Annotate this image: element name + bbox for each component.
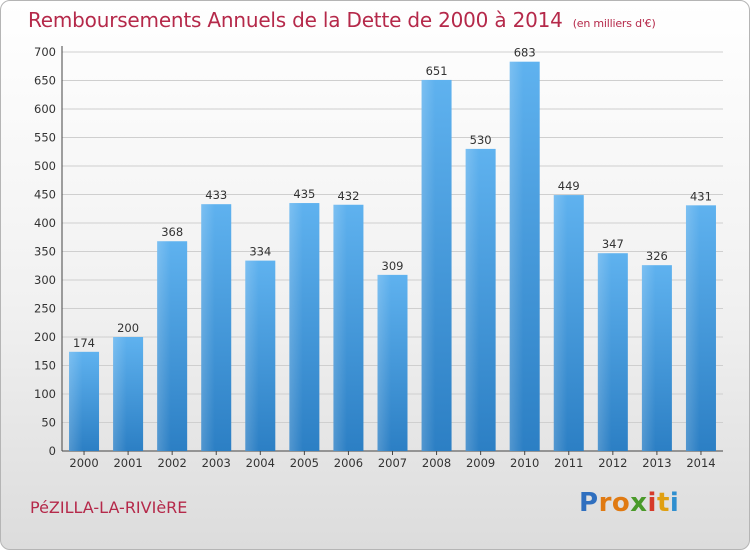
value-label: 651 [426, 64, 448, 78]
y-tick-label: 0 [49, 444, 56, 458]
bar-highlight [245, 260, 259, 451]
y-tick-label: 200 [34, 330, 56, 344]
logo-letter: i [669, 488, 680, 518]
x-tick-label: 2004 [246, 456, 275, 470]
x-tick-label: 2003 [202, 456, 231, 470]
y-tick-label: 100 [34, 387, 56, 401]
value-label: 431 [690, 189, 712, 203]
y-tick-label: 50 [41, 416, 56, 430]
bar-highlight [333, 204, 347, 451]
logo-letter: o [611, 488, 631, 518]
logo-letter: x [630, 488, 648, 518]
value-label: 368 [161, 225, 183, 239]
value-label: 200 [117, 321, 139, 335]
bar-highlight [421, 79, 436, 452]
bar-highlight [509, 61, 524, 451]
bar-highlight [113, 337, 127, 451]
bar-highlight [377, 274, 391, 451]
value-label: 432 [337, 189, 359, 203]
x-tick-label: 2014 [686, 456, 715, 470]
bar-highlight [685, 205, 700, 451]
y-tick-label: 400 [34, 216, 56, 230]
logo-letter: t [656, 488, 670, 518]
y-tick-label: 500 [34, 159, 56, 173]
logo-letter: i [647, 488, 657, 518]
chart-title: Remboursements Annuels de la Dette de 20… [28, 8, 656, 32]
value-label: 683 [514, 46, 536, 60]
axes: 0 50 100 150 200 250 300 350 400 450 500 550 600 650 7… [34, 45, 723, 470]
x-tick-label: 2002 [158, 456, 187, 470]
value-label: 433 [205, 188, 227, 202]
value-label: 530 [470, 133, 492, 147]
y-tick-label: 150 [34, 359, 56, 373]
logo-letter: r [598, 488, 612, 518]
x-tick-label: 2007 [378, 456, 407, 470]
x-tick-label: 2011 [554, 456, 583, 470]
bar-highlight [201, 204, 215, 451]
bar-highlight [553, 195, 568, 451]
y-tick-label: 550 [34, 131, 56, 145]
bar-highlight [157, 241, 171, 451]
bar-highlight [597, 253, 612, 451]
bar-highlight [641, 265, 656, 451]
logo-letter: P [579, 488, 599, 518]
y-tick-label: 700 [34, 45, 56, 59]
value-label: 326 [646, 249, 668, 263]
value-label: 347 [602, 237, 624, 251]
x-tick-label: 2012 [598, 456, 627, 470]
bars [69, 61, 716, 452]
proxiti-logo: Proxiti [579, 488, 679, 518]
bar-highlight [289, 203, 303, 451]
x-tick-label: 2013 [642, 456, 671, 470]
y-tick-label: 450 [34, 188, 56, 202]
value-labels: 174 200 368 433 334 435 432 309 651 530 683 449 347 3… [73, 46, 712, 350]
value-label: 334 [249, 245, 271, 259]
value-label: 309 [382, 259, 404, 273]
bar-highlight [465, 148, 480, 451]
x-tick-label: 2005 [290, 456, 319, 470]
value-label: 449 [558, 179, 580, 193]
commune-name: PéZILLA-LA-RIVIèRE [30, 498, 188, 517]
y-tick-label: 650 [34, 74, 56, 88]
value-label: 174 [73, 336, 95, 350]
x-tick-label: 2000 [69, 456, 98, 470]
y-tick-label: 300 [34, 273, 56, 287]
x-tick-label: 2008 [422, 456, 451, 470]
title-unit: (en milliers d'€) [572, 17, 656, 30]
x-tick-label: 2009 [466, 456, 495, 470]
value-label: 435 [293, 187, 315, 201]
x-tick-label: 2001 [113, 456, 142, 470]
y-tick-label: 600 [34, 102, 56, 116]
y-tick-label: 350 [34, 245, 56, 259]
y-tick-label: 250 [34, 302, 56, 316]
x-tick-label: 2006 [334, 456, 363, 470]
bar-highlight [69, 351, 83, 451]
x-tick-label: 2010 [510, 456, 539, 470]
title-text: Remboursements Annuels de la Dette de 20… [28, 8, 563, 32]
